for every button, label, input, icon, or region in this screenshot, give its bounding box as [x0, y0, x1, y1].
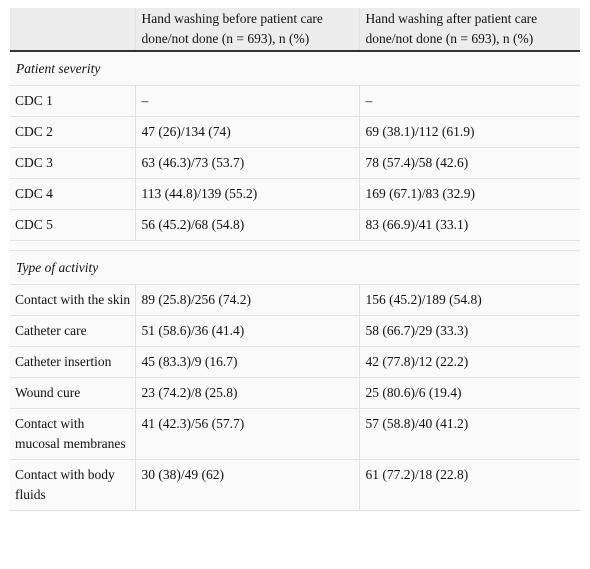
spacer-row	[10, 240, 580, 251]
table-cell: 30 (38)/49 (62)	[134, 459, 359, 511]
header-row: Hand washing before patient care done/no…	[10, 8, 580, 52]
table-cell: –	[358, 85, 580, 117]
table-cell: 56 (45.2)/68 (54.8)	[134, 209, 359, 241]
table-cell: 113 (44.8)/139 (55.2)	[134, 178, 359, 210]
table-cell: 169 (67.1)/83 (32.9)	[358, 178, 580, 210]
table-cell: 51 (58.6)/36 (41.4)	[134, 315, 359, 347]
table-cell: 41 (42.3)/56 (57.7)	[134, 408, 359, 460]
table-cell: 47 (26)/134 (74)	[134, 116, 359, 148]
table-cell: 25 (80.6)/6 (19.4)	[358, 377, 580, 409]
row-label: CDC 1	[10, 85, 135, 117]
row-label: Contact with the skin	[10, 284, 135, 316]
row-label: CDC 3	[10, 147, 135, 179]
table-row: CDC 3 63 (46.3)/73 (53.7) 78 (57.4)/58 (42…	[10, 147, 580, 179]
table-cell: 156 (45.2)/189 (54.8)	[358, 284, 580, 316]
table-cell: 42 (77.8)/12 (22.2)	[358, 346, 580, 378]
table-row: Contact with the skin 89 (25.8)/256 (74.2…	[10, 284, 580, 316]
row-label: CDC 4	[10, 178, 135, 210]
table-cell: 69 (38.1)/112 (61.9)	[358, 116, 580, 148]
table-row: Catheter insertion 45 (83.3)/9 (16.7) 42 (…	[10, 346, 580, 378]
table-cell: 63 (46.3)/73 (53.7)	[134, 147, 359, 179]
table-row: CDC 4 113 (44.8)/139 (55.2) 169 (67.1)/83 …	[10, 178, 580, 210]
section-row: Type of activity	[10, 250, 580, 285]
table-row: Catheter care 51 (58.6)/36 (41.4) 58 (66.7…	[10, 315, 580, 347]
table-cell: –	[134, 85, 359, 117]
table-cell: 78 (57.4)/58 (42.6)	[358, 147, 580, 179]
table-row: CDC 2 47 (26)/134 (74) 69 (38.1)/112 (61.9…	[10, 116, 580, 148]
table-cell: 58 (66.7)/29 (33.3)	[358, 315, 580, 347]
section-row: Patient severity	[10, 51, 580, 86]
table-cell: 45 (83.3)/9 (16.7)	[134, 346, 359, 378]
table-row: Wound cure 23 (74.2)/8 (25.8) 25 (80.6)/6 …	[10, 377, 580, 409]
row-label: CDC 2	[10, 116, 135, 148]
row-label: Catheter insertion	[10, 346, 135, 378]
table-row: CDC 1– –	[10, 85, 580, 117]
table-row: Contact with mucosal membranes 41 (42.3)/…	[10, 408, 580, 460]
table-cell: 57 (58.8)/40 (41.2)	[358, 408, 580, 460]
row-label: Wound cure	[10, 377, 135, 409]
table-cell: 89 (25.8)/256 (74.2)	[134, 284, 359, 316]
table-cell: 61 (77.2)/18 (22.8)	[358, 459, 580, 511]
data-table: Hand washing before patient care done/no…	[10, 8, 580, 511]
spacer-cell	[10, 240, 580, 251]
section-title: Type of activity	[10, 250, 580, 285]
table-body: Patient severity CDC 1– – CDC 2 47 (26)/134 …	[10, 51, 580, 511]
section-title: Patient severity	[10, 51, 580, 86]
row-label: Contact with body fluids	[10, 459, 135, 511]
header-cell: Hand washing after patient care done/not…	[358, 8, 580, 52]
row-label: Catheter care	[10, 315, 135, 347]
table-row: CDC 5 56 (45.2)/68 (54.8) 83 (66.9)/41 (33…	[10, 209, 580, 241]
table-row: Contact with body fluids 30 (38)/49 (62) 6…	[10, 459, 580, 511]
header-cell	[10, 8, 135, 52]
table-cell: 83 (66.9)/41 (33.1)	[358, 209, 580, 241]
table-cell: 23 (74.2)/8 (25.8)	[134, 377, 359, 409]
header-cell: Hand washing before patient care done/no…	[134, 8, 359, 52]
row-label: CDC 5	[10, 209, 135, 241]
row-label: Contact with mucosal membranes	[10, 408, 135, 460]
table-header: Hand washing before patient care done/no…	[10, 8, 580, 52]
